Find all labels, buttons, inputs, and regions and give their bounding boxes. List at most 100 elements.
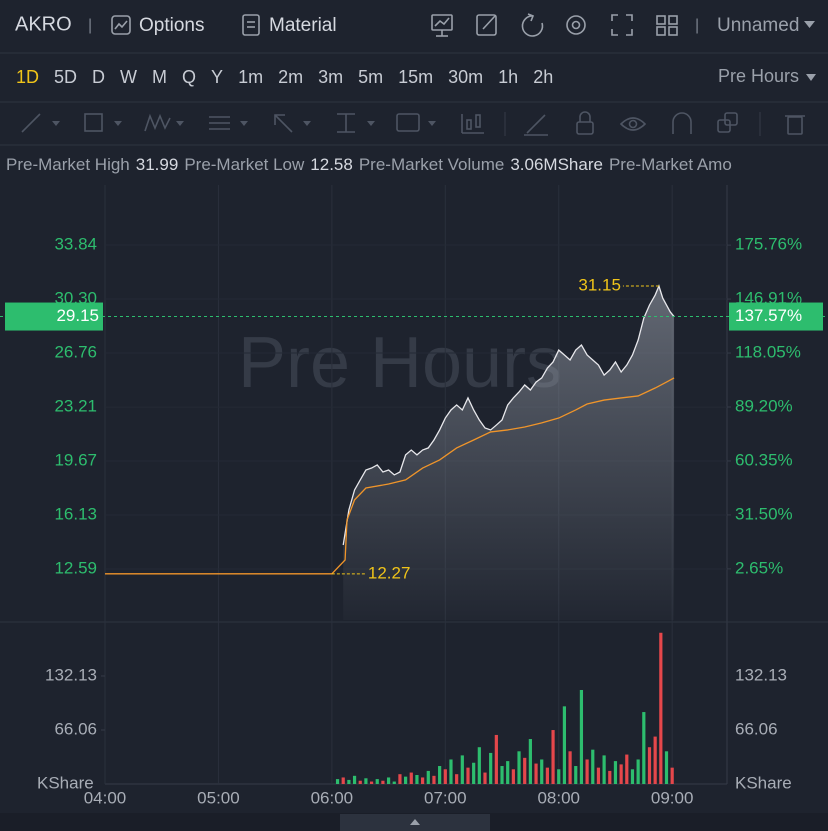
y-tick-label: 26.76 [54, 342, 97, 361]
volume-bar [352, 775, 357, 784]
volume-bar [630, 769, 635, 784]
volume-bar [375, 779, 379, 784]
layout-icon[interactable] [656, 15, 678, 36]
tool-measure[interactable] [337, 113, 375, 133]
volume-bar [494, 734, 498, 784]
edit-icon[interactable] [476, 14, 497, 36]
volume-bar [415, 775, 419, 784]
layout-name[interactable]: Unnamed [717, 15, 799, 36]
volume-bar [540, 759, 544, 784]
y-tick-label: 33.84 [54, 235, 97, 254]
info-label: Pre-Market High [6, 155, 130, 174]
plot: 04:00 05:00 06:00 07:00 08:00 09:0033.8430.30… [0, 185, 828, 807]
volume-bar [347, 779, 351, 784]
drawing-toolbar [21, 111, 805, 136]
volume-tick-label: 66.06 [735, 719, 778, 738]
volume-bar [653, 736, 657, 784]
volume-bar [358, 780, 362, 784]
volume-bar [500, 766, 504, 784]
volume-bar [369, 781, 374, 784]
timeframe[interactable]: W [120, 67, 137, 87]
annotation-label: 12.27 [368, 563, 411, 582]
volume-bar [642, 712, 646, 784]
volume-tick-label: 66.06 [54, 719, 97, 738]
volume-bar [579, 689, 584, 784]
volume-bar [392, 781, 396, 784]
timeframe[interactable]: 30m [448, 67, 483, 87]
tool-rect[interactable] [84, 113, 122, 132]
volume-unit: KShare [735, 773, 792, 792]
material-icon[interactable] [242, 14, 260, 36]
refresh-icon[interactable] [521, 13, 544, 37]
tool-delete[interactable] [785, 115, 805, 135]
timeframe[interactable]: D [92, 67, 105, 87]
fullscreen-icon[interactable] [611, 14, 633, 36]
caret[interactable] [806, 74, 816, 81]
volume-bar [386, 777, 391, 784]
material[interactable]: Material [269, 15, 337, 36]
volume-tick-label: 132.13 [735, 665, 787, 684]
timeframe[interactable]: 15m [398, 67, 433, 87]
settings-icon[interactable] [566, 15, 586, 35]
timeframe[interactable]: 3m [318, 67, 343, 87]
symbol[interactable]: AKRO [15, 13, 72, 35]
session-select[interactable]: Pre Hours [718, 66, 799, 86]
volume-bar [426, 770, 430, 784]
timeframe[interactable]: 1h [498, 67, 518, 87]
tool-magnet[interactable] [672, 112, 692, 134]
timeframe[interactable]: 2h [533, 67, 553, 87]
tool-copy[interactable] [717, 112, 738, 133]
chart-icon[interactable] [431, 14, 453, 37]
volume-bar [596, 767, 601, 784]
x-tick-label: 08:00 [537, 788, 580, 807]
x-tick-label: 06:00 [311, 788, 354, 807]
volume-bar [409, 772, 413, 784]
tool-indicator[interactable] [461, 114, 484, 134]
last-price-label: 29.15 [56, 306, 99, 325]
timeframe[interactable]: Y [211, 67, 223, 87]
volume-bar [477, 747, 481, 784]
expand-icon[interactable] [410, 819, 420, 825]
volume-bar [460, 755, 464, 784]
volume-bar [398, 774, 402, 784]
volume-bar [647, 747, 652, 784]
timeframe[interactable]: 2m [278, 67, 303, 87]
volume-bar [517, 751, 521, 784]
tool-pen[interactable] [524, 114, 548, 136]
timeframe[interactable]: 1m [238, 67, 263, 87]
tool-lock[interactable] [576, 111, 594, 135]
options-icon[interactable] [111, 15, 131, 35]
volume-bar [545, 767, 549, 784]
tool-text[interactable] [209, 116, 248, 130]
separator: | [695, 17, 699, 34]
tool-wave[interactable] [144, 113, 184, 132]
volume-bar [562, 706, 567, 784]
timeframe[interactable]: 5D [54, 67, 77, 87]
volume-bar [557, 769, 561, 784]
volume-bar [341, 777, 345, 784]
y2-tick-label: 31.50% [735, 504, 793, 523]
volume-bar [438, 766, 442, 784]
timeframe[interactable]: M [152, 67, 167, 87]
volume-bar [528, 739, 532, 784]
timeframe[interactable]: 1D [16, 67, 39, 87]
volume-bar [404, 776, 408, 784]
tool-eye[interactable] [619, 117, 647, 131]
tool-arrow[interactable] [274, 114, 311, 133]
options[interactable]: Options [139, 15, 204, 36]
timeframe[interactable]: Q [182, 67, 196, 87]
tool-line[interactable] [21, 113, 60, 133]
tool-label[interactable] [396, 113, 436, 132]
y-tick-label: 16.13 [54, 504, 97, 523]
timeframe[interactable]: 5m [358, 67, 383, 87]
volume-bar [568, 751, 572, 784]
y2-tick-label: 89.20% [735, 396, 793, 415]
info-label: Pre-Market Low [184, 155, 305, 174]
volume-bar [443, 769, 447, 784]
x-tick-label: 09:00 [651, 788, 694, 807]
info-label: Pre-Market Volume [359, 155, 505, 174]
caret[interactable] [804, 21, 815, 28]
volume-bar [506, 761, 510, 784]
volume-bar [511, 769, 515, 784]
